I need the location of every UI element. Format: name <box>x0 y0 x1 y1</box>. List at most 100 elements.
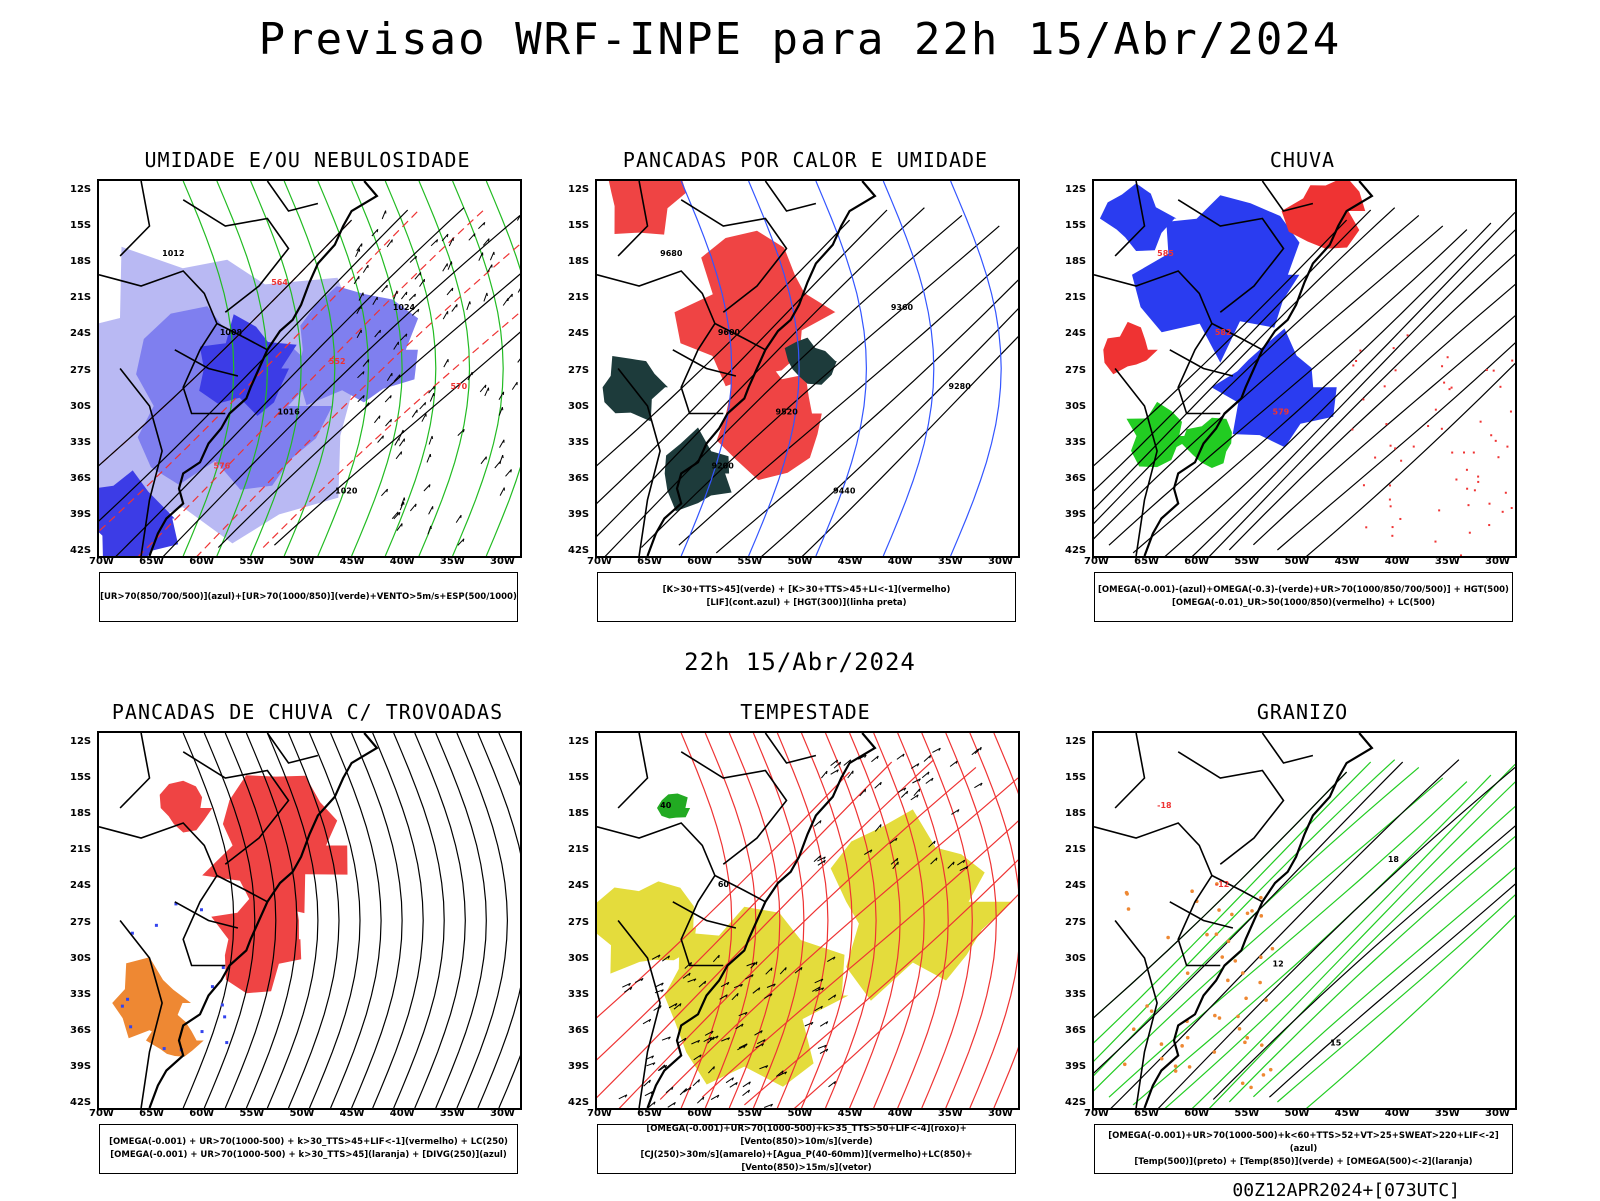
lat-tick-label: 12S <box>70 736 91 747</box>
contour-label: 1016 <box>278 407 301 416</box>
lat-tick-label: 33S <box>568 989 589 1000</box>
lat-tick-label: 24S <box>568 328 589 339</box>
map-svg: 585 582 579 <box>1094 181 1515 556</box>
lon-tick-label: 60W <box>189 556 214 567</box>
lat-tick-label: 24S <box>70 328 91 339</box>
panel-title: UMIDADE E/OU NEBULOSIDADE <box>67 148 548 172</box>
lon-tick-label: 70W <box>587 1108 612 1119</box>
lat-tick-label: 30S <box>568 401 589 412</box>
lat-tick-label: 15S <box>568 772 589 783</box>
lat-tick-label: 27S <box>1065 917 1086 928</box>
lat-tick-label: 36S <box>1065 1025 1086 1036</box>
lon-tick-label: 70W <box>89 1108 114 1119</box>
panel-legend: [OMEGA(-0.001)-(azul)+OMEGA(-0.3)-(verde… <box>1094 572 1513 622</box>
contour-label: 564 <box>271 278 288 287</box>
contour-label: 9600 <box>718 328 741 337</box>
legend-line: [LIF](cont.azul) + [HGT(300)](linha pret… <box>598 597 1015 610</box>
lat-tick-label: 21S <box>1065 844 1086 855</box>
lat-tick-label: 12S <box>568 184 589 195</box>
legend-line: [OMEGA(-0.001)+UR>70(1000-500)+k>35_TTS>… <box>598 1123 1015 1149</box>
lat-tick-label: 15S <box>568 220 589 231</box>
panel-title: PANCADAS POR CALOR E UMIDADE <box>565 148 1046 172</box>
valid-time-title: 22h 15/Abr/2024 <box>0 648 1600 676</box>
panel-legend: [OMEGA(-0.001) + UR>70(1000-500) + k>30_… <box>99 1124 518 1174</box>
lat-tick-label: 18S <box>568 256 589 267</box>
contour-label: 582 <box>1215 328 1232 337</box>
panel-legend: [K>30+TTS>45](verde) + [K>30+TTS>45+LI<-… <box>597 572 1016 622</box>
panel-legend: [OMEGA(-0.001)+UR>70(1000-500)+k<60+TTS>… <box>1094 1124 1513 1174</box>
lat-tick-label: 24S <box>70 880 91 891</box>
lon-tick-label: 60W <box>1184 1108 1209 1119</box>
panel-title: PANCADAS DE CHUVA C/ TROVOADAS <box>67 700 548 724</box>
lat-tick-label: 36S <box>568 1025 589 1036</box>
lat-tick-label: 39S <box>1065 509 1086 520</box>
lat-tick-label: 21S <box>70 292 91 303</box>
lon-tick-label: 50W <box>1285 556 1310 567</box>
lat-tick-label: 36S <box>1065 473 1086 484</box>
lat-tick-label: 42S <box>1065 1097 1086 1108</box>
contour-label: 9280 <box>949 382 972 391</box>
lon-tick-label: 55W <box>239 1108 264 1119</box>
lon-tick-label: 40W <box>888 1108 913 1119</box>
contour-label: 1008 <box>220 328 243 337</box>
lon-tick-label: 70W <box>587 556 612 567</box>
lon-tick-label: 60W <box>687 1108 712 1119</box>
lon-tick-label: 55W <box>737 556 762 567</box>
lon-tick-label: 30W <box>988 1108 1013 1119</box>
lon-tick-label: 50W <box>788 1108 813 1119</box>
lat-tick-label: 30S <box>1065 953 1086 964</box>
lon-tick-label: 50W <box>1285 1108 1310 1119</box>
contour-label: 579 <box>1273 407 1290 416</box>
lat-tick-label: 24S <box>1065 328 1086 339</box>
panel-title: CHUVA <box>1062 148 1543 172</box>
lon-tick-label: 30W <box>1485 556 1510 567</box>
legend-line: [UR>70(850/700/500)](azul)+[UR>70(1000/8… <box>100 591 517 604</box>
lat-tick-label: 42S <box>1065 545 1086 556</box>
lon-tick-label: 45W <box>1335 556 1360 567</box>
lon-tick-label: 35W <box>938 556 963 567</box>
lon-tick-label: 55W <box>1234 556 1259 567</box>
legend-line: [Temp(500)](preto) + [Temp(850)](verde) … <box>1095 1156 1512 1169</box>
lon-tick-label: 40W <box>390 1108 415 1119</box>
lat-tick-label: 36S <box>70 1025 91 1036</box>
lon-tick-label: 50W <box>788 556 813 567</box>
lon-tick-label: 40W <box>390 556 415 567</box>
lat-tick-label: 33S <box>70 437 91 448</box>
lat-tick-label: 18S <box>1065 256 1086 267</box>
legend-line: [OMEGA(-0.001)-(azul)+OMEGA(-0.3)-(verde… <box>1095 584 1512 597</box>
contour-label: 12 <box>1273 959 1284 968</box>
lat-tick-label: 36S <box>70 473 91 484</box>
lon-tick-label: 30W <box>988 556 1013 567</box>
lat-tick-label: 30S <box>1065 401 1086 412</box>
lat-tick-label: 15S <box>70 220 91 231</box>
lat-tick-label: 30S <box>70 401 91 412</box>
lat-tick-label: 18S <box>1065 808 1086 819</box>
lat-tick-label: 30S <box>70 953 91 964</box>
lon-tick-label: 45W <box>838 556 863 567</box>
contour-label: 585 <box>1157 249 1174 258</box>
lat-tick-label: 27S <box>70 917 91 928</box>
lon-tick-label: 35W <box>1435 556 1460 567</box>
page-title: Previsao WRF-INPE para 22h 15/Abr/2024 <box>0 14 1600 65</box>
lon-tick-label: 35W <box>440 556 465 567</box>
lat-tick-label: 12S <box>568 736 589 747</box>
lat-tick-label: 39S <box>568 509 589 520</box>
lat-tick-label: 36S <box>568 473 589 484</box>
legend-line: [CJ(250)>30m/s](amarelo)+[Agua_P(40-60mm… <box>598 1149 1015 1175</box>
lat-tick-label: 24S <box>1065 880 1086 891</box>
lat-tick-label: 27S <box>70 365 91 376</box>
lat-tick-label: 39S <box>1065 1061 1086 1072</box>
lon-tick-label: 40W <box>1385 556 1410 567</box>
lat-tick-label: 27S <box>1065 365 1086 376</box>
panel-legend: [OMEGA(-0.001)+UR>70(1000-500)+k>35_TTS>… <box>597 1124 1016 1174</box>
legend-line: [OMEGA(-0.01)_UR>50(1000/850)(vermelho) … <box>1095 597 1512 610</box>
lon-tick-label: 60W <box>189 1108 214 1119</box>
legend-line: [OMEGA(-0.001)+UR>70(1000-500)+k<60+TTS>… <box>1095 1130 1512 1156</box>
legend-line: [K>30+TTS>45](verde) + [K>30+TTS>45+LI<-… <box>598 584 1015 597</box>
lat-tick-label: 39S <box>568 1061 589 1072</box>
contour-label: 9200 <box>712 461 735 470</box>
